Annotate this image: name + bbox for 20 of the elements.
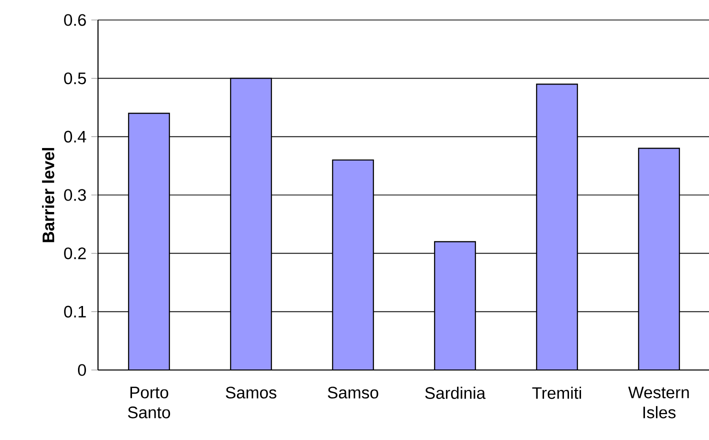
x-tick-label: Sardinia [425,386,486,399]
x-tick-label: Western Isles [628,386,689,418]
bar [128,113,170,370]
y-tick-label: 0 [78,364,86,376]
y-tick-label: 0.4 [64,130,86,143]
bar [434,242,476,370]
y-tick-label: 0.6 [64,14,86,26]
bar [536,84,578,370]
y-tick-label: 0.2 [64,247,86,260]
x-tick-label: Samso [328,386,378,399]
y-tick-label: 0.1 [64,306,86,318]
y-axis-title: Barrier level [42,148,54,242]
x-tick-label: Tremiti [532,386,582,399]
bar [230,78,272,370]
y-tick-label: 0.5 [64,72,86,84]
bar [638,148,680,370]
y-tick-label: 0.3 [64,189,86,201]
x-tick-label: Porto Santo [128,386,170,418]
x-tick-label: Samos [226,386,276,399]
bar [332,160,374,370]
